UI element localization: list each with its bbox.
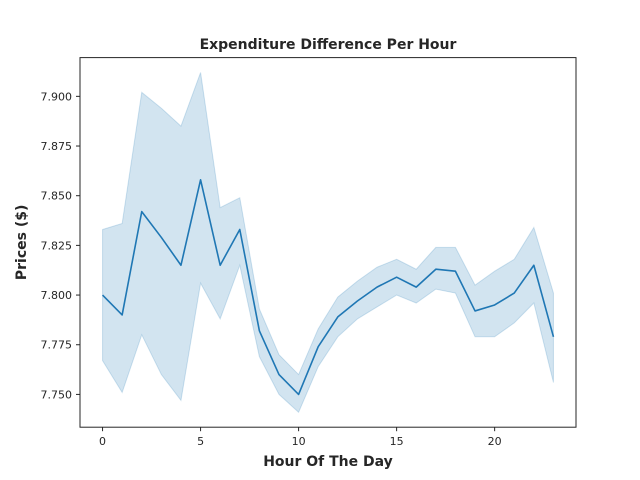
data-point bbox=[434, 267, 438, 271]
y-tick-label: 7.850 bbox=[41, 190, 73, 203]
plot-frame bbox=[79, 57, 577, 428]
data-point bbox=[355, 299, 359, 303]
y-tick-label: 7.775 bbox=[41, 339, 73, 352]
data-point bbox=[414, 285, 418, 289]
data-point bbox=[101, 293, 105, 297]
confidence-band bbox=[102, 72, 554, 414]
data-point bbox=[551, 335, 555, 339]
data-point bbox=[218, 263, 222, 267]
data-point bbox=[277, 373, 281, 377]
y-tick-label: 7.800 bbox=[41, 289, 73, 302]
series-line bbox=[101, 179, 555, 396]
data-point bbox=[199, 178, 203, 182]
x-axis-title: Hour Of The Day bbox=[263, 454, 393, 470]
y-tick-label: 7.750 bbox=[41, 388, 73, 401]
data-point bbox=[453, 269, 457, 273]
y-tick-label: 7.875 bbox=[41, 140, 73, 153]
plot-area bbox=[101, 72, 555, 414]
y-tick-label: 7.825 bbox=[41, 239, 73, 252]
x-tick-label: 15 bbox=[390, 435, 404, 448]
data-point bbox=[375, 285, 379, 289]
data-point bbox=[238, 227, 242, 231]
y-axis: 7.750 7.775 7.800 7.825 7.850 7.875 7.900 bbox=[41, 90, 80, 401]
data-point bbox=[179, 263, 183, 267]
data-point bbox=[512, 291, 516, 295]
x-axis: 0 5 10 15 20 bbox=[99, 427, 502, 448]
data-point bbox=[140, 210, 144, 214]
data-point bbox=[493, 303, 497, 307]
data-point bbox=[395, 275, 399, 279]
x-tick-label: 5 bbox=[197, 435, 204, 448]
y-tick-label: 7.900 bbox=[41, 90, 73, 103]
data-point bbox=[336, 315, 340, 319]
data-point bbox=[473, 309, 477, 313]
x-tick-label: 20 bbox=[488, 435, 502, 448]
data-point bbox=[316, 345, 320, 349]
data-point bbox=[159, 235, 163, 239]
data-point bbox=[532, 263, 536, 267]
x-tick-label: 0 bbox=[99, 435, 106, 448]
x-tick-label: 10 bbox=[292, 435, 306, 448]
chart-title: Expenditure Difference Per Hour bbox=[200, 37, 457, 53]
data-point bbox=[120, 313, 124, 317]
data-point bbox=[297, 392, 301, 396]
y-axis-title: Prices ($) bbox=[14, 205, 30, 281]
data-point bbox=[257, 329, 261, 333]
